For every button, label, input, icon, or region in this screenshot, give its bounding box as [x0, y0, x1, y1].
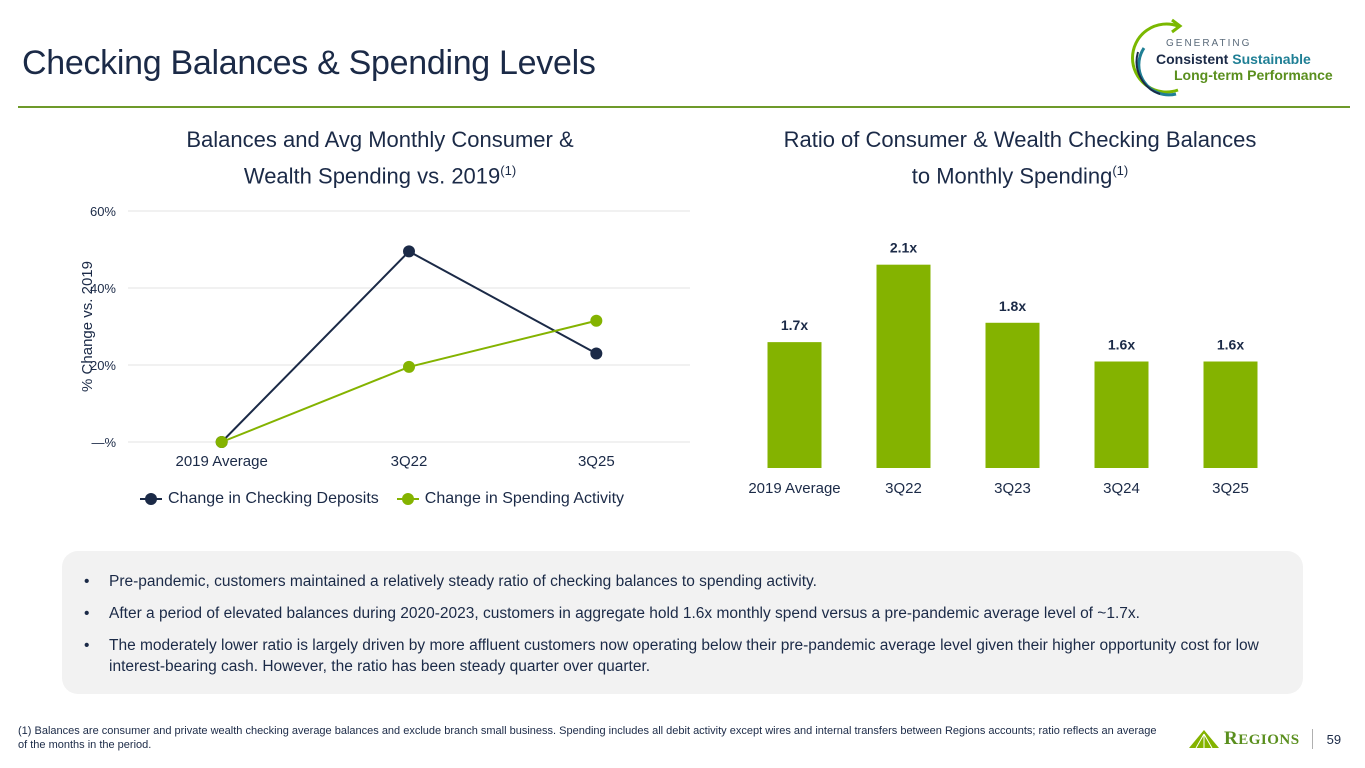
data-point	[590, 314, 603, 327]
series-line	[220, 250, 597, 443]
legend-marker-navy-icon	[140, 493, 162, 505]
legend-marker-green-icon	[396, 493, 419, 505]
line-chart-title: Balances and Avg Monthly Consumer & Weal…	[186, 127, 574, 189]
header-divider	[18, 106, 1350, 108]
bar	[767, 342, 822, 468]
bullet-dot-icon: •	[84, 605, 90, 622]
page-title: Checking Balances & Spending Levels	[22, 44, 596, 82]
legend-item-checking-deposits: Change in Checking Deposits	[140, 490, 379, 508]
y-axis-label: % Change vs. 2019	[79, 261, 96, 392]
data-label: 1.7x	[781, 317, 808, 333]
footnote: (1) Balances are consumer and private we…	[18, 725, 1157, 751]
logo-separator	[1311, 729, 1313, 749]
bar	[876, 264, 931, 468]
data-label: 1.6x	[1217, 337, 1244, 353]
x-tick-label: 3Q22	[391, 453, 428, 470]
data-point	[403, 360, 415, 373]
legend-label: Change in Checking Deposits	[168, 490, 379, 507]
tagline-logo: GENERATING Consistent Sustainable Long-t…	[1130, 18, 1350, 98]
legend-item-spending-activity: Change in Spending Activity	[396, 490, 625, 508]
bar	[1203, 361, 1258, 468]
commentary-panel	[62, 551, 1303, 694]
legend-label: Change in Spending Activity	[424, 490, 625, 507]
line-chart-legend: Change in Checking Deposits Change in Sp…	[140, 490, 624, 508]
tagline-generating: GENERATING	[1166, 38, 1252, 49]
bar-chart-title: Ratio of Consumer & Wealth Checking Bala…	[783, 127, 1257, 189]
data-label: 1.8x	[999, 298, 1026, 314]
y-tick-label: —%	[91, 435, 116, 450]
circular-arrow-icon	[1131, 18, 1183, 97]
x-tick-label: 3Q25	[1212, 480, 1249, 497]
y-tick-label: 20%	[90, 358, 116, 373]
x-tick-label: 3Q22	[885, 480, 922, 497]
line-chart: —% 20% 40% 60% 2019 Average 3Q22 3Q25 % Change …	[79, 204, 690, 470]
tagline-line2: Long-term Performance	[1174, 67, 1333, 83]
data-point	[590, 347, 603, 360]
x-tick-label: 2019 Average	[176, 453, 268, 470]
x-tick-label: 3Q23	[994, 480, 1031, 497]
data-label: 1.6x	[1108, 337, 1135, 353]
data-point	[403, 245, 415, 258]
tagline-line1: Consistent Sustainable	[1156, 51, 1311, 67]
bullet-dot-icon: •	[84, 573, 90, 590]
bar-chart: 1.7x 2019 Average 2.1x 3Q22 1.8x 3Q23 1.6x 3Q24…	[748, 240, 1258, 497]
regions-wordmark: REGIONS	[1224, 728, 1300, 749]
x-tick-label: 2019 Average	[748, 480, 840, 497]
bar	[1094, 361, 1149, 468]
series-line	[221, 319, 597, 443]
y-tick-label: 40%	[90, 281, 116, 296]
page-number: 59	[1326, 731, 1342, 747]
x-tick-label: 3Q24	[1103, 480, 1140, 497]
x-tick-label: 3Q25	[578, 453, 615, 470]
bar	[985, 322, 1040, 468]
regions-logo: REGIONS 59	[1188, 728, 1341, 750]
regions-pyramid-icon	[1189, 730, 1219, 749]
y-tick-label: 60%	[90, 204, 116, 219]
data-label: 2.1x	[890, 240, 917, 256]
bullet-dot-icon: •	[84, 637, 90, 654]
data-point	[215, 436, 228, 448]
